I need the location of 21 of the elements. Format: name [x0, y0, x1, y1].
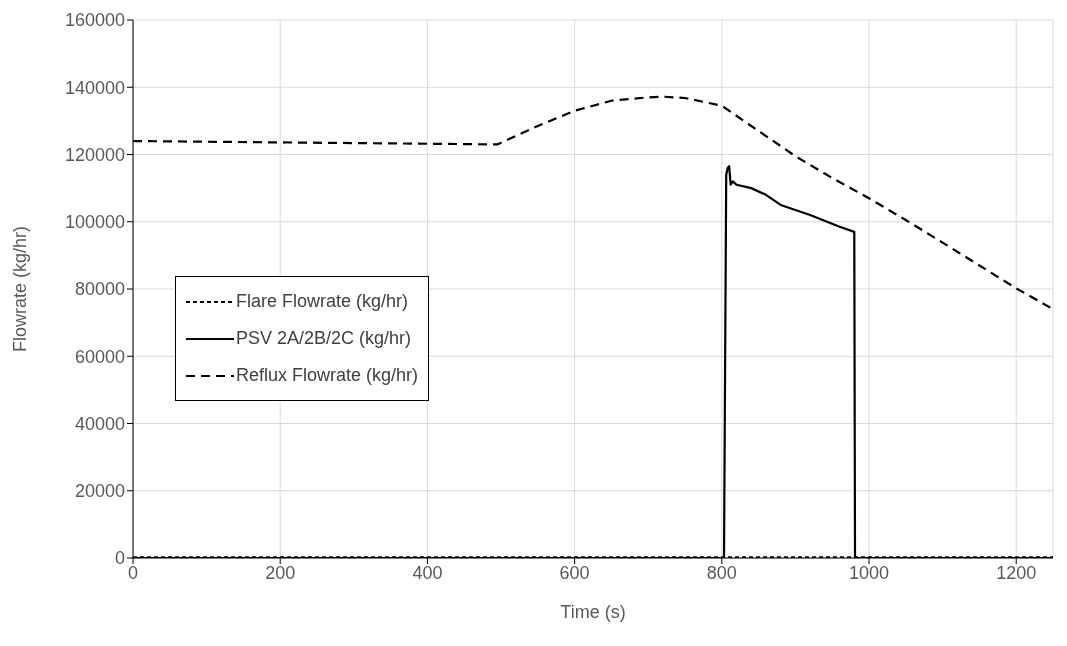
y-tick-label: 20000 [74, 481, 125, 502]
x-tick-label: 0 [127, 562, 139, 583]
x-tick-label: 400 [412, 562, 443, 583]
y-axis-title: Flowrate (kg/hr) [10, 225, 31, 353]
y-tick-label: 160000 [64, 10, 125, 31]
x-tick-label: 200 [265, 562, 296, 583]
legend-label: PSV 2A/2B/2C (kg/hr) [236, 328, 412, 349]
x-tick-label: 1200 [996, 562, 1037, 583]
y-tick-label: 140000 [64, 77, 125, 98]
y-tick-label: 40000 [74, 413, 125, 434]
y-tick-label: 80000 [74, 279, 125, 300]
legend-label: Reflux Flowrate (kg/hr) [236, 365, 419, 386]
x-tick-label: 600 [559, 562, 590, 583]
y-tick-label: 120000 [64, 144, 125, 165]
y-tick-label: 100000 [64, 212, 125, 233]
y-tick-label: 60000 [74, 346, 125, 367]
x-tick-label: 1000 [848, 562, 890, 583]
y-tick-label: 0 [114, 548, 125, 569]
x-tick-label: 800 [706, 562, 737, 583]
legend-label: Flare Flowrate (kg/hr) [236, 291, 409, 312]
x-axis-title: Time (s) [560, 602, 626, 622]
